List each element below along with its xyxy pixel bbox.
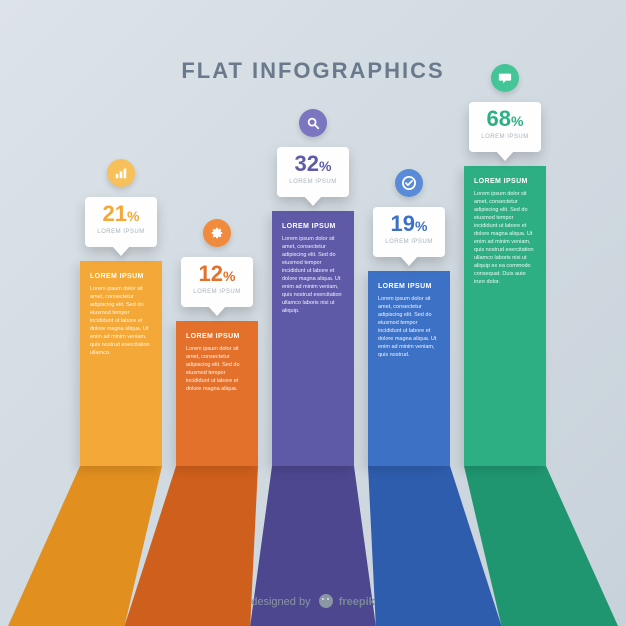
bar-1: LOREM IPSUM Lorem ipsum dolor sit amet, … — [80, 261, 162, 466]
bar-4-body: Lorem ipsum dolor sit amet, consectetur … — [378, 296, 440, 360]
bar-3-percent: 32% — [277, 153, 349, 176]
bar-3-body: Lorem ipsum dolor sit amet, consectetur … — [282, 236, 344, 316]
bar-2-heading: LOREM IPSUM — [186, 333, 248, 340]
bar-5-body: Lorem ipsum dolor sit amet, consectetur … — [474, 191, 536, 287]
bar-2: LOREM IPSUM Lorem ipsum dolor sit amet, … — [176, 321, 258, 466]
bar-4-content: LOREM IPSUM Lorem ipsum dolor sit amet, … — [368, 271, 450, 466]
bar-1-callout: 21% LOREM IPSUM — [85, 197, 157, 247]
credit-prefix: designed by — [251, 596, 310, 608]
bar-4-heading: LOREM IPSUM — [378, 283, 440, 290]
bar-4-callout: 19% LOREM IPSUM — [373, 207, 445, 257]
infographic-stage: FLAT INFOGRAPHICS LOREM IPSUM Lorem ipsu… — [0, 0, 626, 626]
freepik-face-icon — [319, 594, 333, 608]
bars-area: LOREM IPSUM Lorem ipsum dolor sit amet, … — [80, 46, 546, 466]
check-icon — [395, 169, 423, 197]
credit-brand: freepik — [339, 596, 375, 608]
bar-5-content: LOREM IPSUM Lorem ipsum dolor sit amet, … — [464, 166, 546, 466]
bar-2-callout: 12% LOREM IPSUM — [181, 257, 253, 307]
bar-2-body: Lorem ipsum dolor sit amet, consectetur … — [186, 346, 248, 394]
bar-1-heading: LOREM IPSUM — [90, 273, 152, 280]
bar-1-sub: LOREM IPSUM — [85, 229, 157, 235]
search-icon — [299, 109, 327, 137]
bar-2-percent: 12% — [181, 263, 253, 286]
credit-line: designed by freepik — [0, 594, 626, 608]
bar-1-content: LOREM IPSUM Lorem ipsum dolor sit amet, … — [80, 261, 162, 466]
bar-3: LOREM IPSUM Lorem ipsum dolor sit amet, … — [272, 211, 354, 466]
bar-4-percent: 19% — [373, 213, 445, 236]
bar-5: LOREM IPSUM Lorem ipsum dolor sit amet, … — [464, 166, 546, 466]
bar-3-content: LOREM IPSUM Lorem ipsum dolor sit amet, … — [272, 211, 354, 466]
bar-5-heading: LOREM IPSUM — [474, 178, 536, 185]
bar-2-content: LOREM IPSUM Lorem ipsum dolor sit amet, … — [176, 321, 258, 466]
bar-3-heading: LOREM IPSUM — [282, 223, 344, 230]
bar-3-sub: LOREM IPSUM — [277, 179, 349, 185]
bar-5-percent: 68% — [469, 108, 541, 131]
bar-2-sub: LOREM IPSUM — [181, 289, 253, 295]
bar-4: LOREM IPSUM Lorem ipsum dolor sit amet, … — [368, 271, 450, 466]
bar-5-callout: 68% LOREM IPSUM — [469, 102, 541, 152]
chat-icon — [491, 64, 519, 92]
bar-1-percent: 21% — [85, 203, 157, 226]
bar-3-callout: 32% LOREM IPSUM — [277, 147, 349, 197]
bar-1-body: Lorem ipsum dolor sit amet, consectetur … — [90, 286, 152, 358]
bars-icon — [107, 159, 135, 187]
gear-icon — [203, 219, 231, 247]
bar-5-sub: LOREM IPSUM — [469, 134, 541, 140]
bar-4-sub: LOREM IPSUM — [373, 239, 445, 245]
